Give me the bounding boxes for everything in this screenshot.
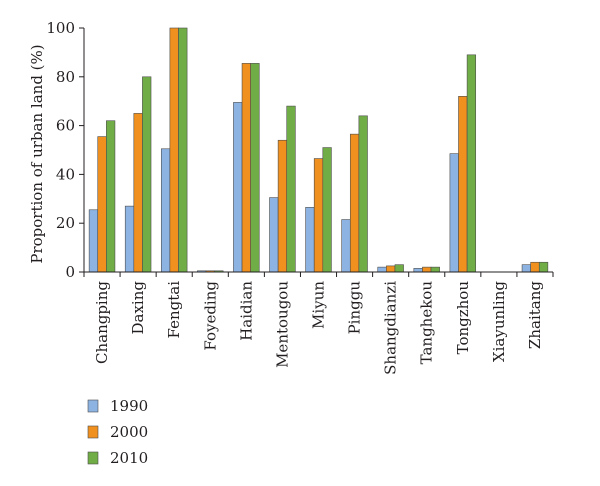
x-tick-label: Mentougou [273,281,291,368]
bar-2000-miyun [313,158,324,273]
bar-2000-tongzhou [458,96,468,273]
x-tick-label: Tongzhou [454,281,472,355]
bar-2010-haidian [250,63,260,273]
bar-2000-changping [97,136,107,273]
bar-2010-tongzhou [466,54,477,273]
legend-swatch-1990 [87,399,99,413]
bar-2000-pinggu [349,133,360,273]
legend: 1990 2000 2010 [87,397,148,467]
bar-1990-tongzhou [449,153,459,273]
bar-2010-changping [106,120,116,273]
bar-2010-miyun [322,147,332,273]
bar-1990-shangdianzi [377,266,387,273]
x-tick-label: Tanghekou [418,281,436,365]
bar-1990-daxing [124,205,135,273]
x-tick-label: Fengtai [165,281,183,339]
bar-2010-mentougou [286,105,296,273]
bar-2010-shangdianzi [394,264,404,273]
x-tick-label: Xiayunling [490,281,508,362]
bar-1990-changping [88,209,99,273]
legend-label-2010: 2010 [110,449,148,467]
bar-1990-fengtai [160,148,171,273]
bar-2000-mentougou [277,139,288,273]
bar-2010-tanghekou [430,266,440,273]
bar-2000-fengtai [169,27,179,273]
bar-1990-pinggu [341,219,351,273]
y-tick-label: 0 [65,263,75,281]
x-tick-label: Changping [93,281,111,364]
bar-2000-tanghekou [422,266,432,273]
bar-2000-daxing [133,113,143,273]
x-tick-label: Zhaitang [526,281,544,349]
bar-1990-tanghekou [413,268,423,273]
x-tick-label: Pinggu [346,281,364,335]
x-tick-label: Daxing [129,281,147,335]
bar-2000-zhaitang [530,261,540,273]
bar-1990-haidian [233,102,243,273]
bar-2010-daxing [142,76,152,273]
y-tick-label: 80 [56,68,75,86]
legend-swatch-2010 [87,451,99,465]
bar-1990-zhaitang [521,264,531,273]
x-tick-label: Haidian [237,281,255,341]
legend-label-1990: 1990 [110,397,148,415]
bar-2010-fengtai [178,27,188,273]
legend-swatch-2000 [87,425,99,439]
y-tick-label: 40 [56,165,75,183]
x-tick-label: Shangdianzi [382,281,400,375]
bar-1990-miyun [305,207,315,273]
bar-2010-pinggu [358,115,368,273]
y-tick-label: 60 [56,117,75,135]
bar-2010-zhaitang [538,261,549,273]
x-tick-label: Miyun [310,281,328,329]
y-axis-title: Proportion of urban land (%) [28,44,46,263]
legend-label-2000: 2000 [110,423,148,441]
bar-2000-haidian [241,63,251,273]
x-tick-label: Foyeding [201,281,219,351]
y-tick-label: 100 [46,19,75,37]
bar-2000-shangdianzi [386,265,396,273]
bar-1990-mentougou [269,197,279,273]
y-tick-label: 20 [56,214,75,232]
